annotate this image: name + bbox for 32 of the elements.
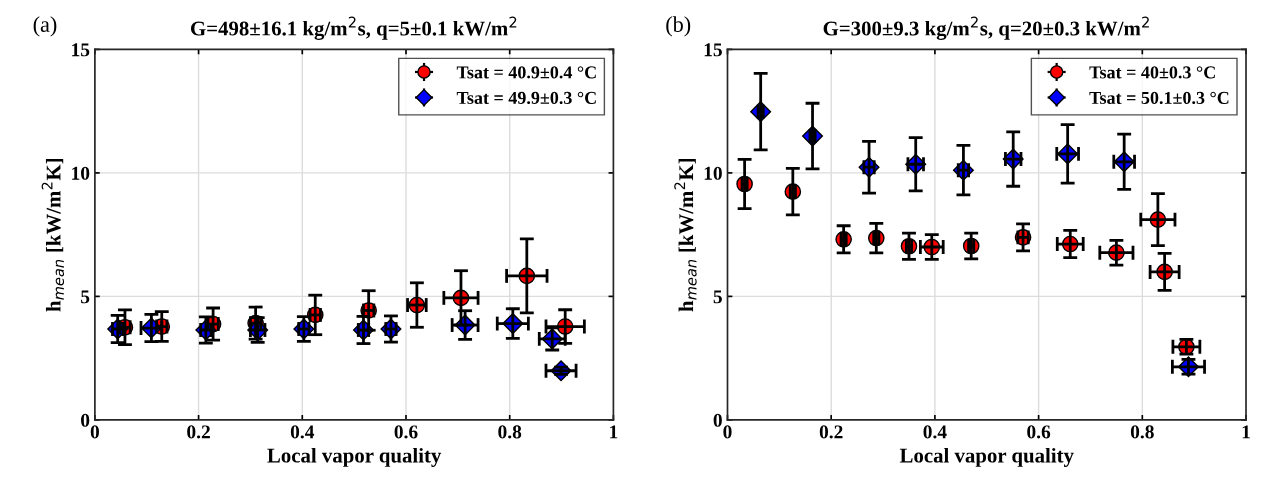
- x-axis-title: Local vapor quality: [267, 447, 442, 467]
- x-tick-label: 0.6: [394, 425, 418, 439]
- y-tick-label: 0: [81, 413, 90, 427]
- x-tick-label: 0.6: [1027, 425, 1051, 439]
- chart-title: G=498±16.1 kg/m$^{2}$s, q=5±0.1 kW/m$^{2}$: [191, 16, 517, 40]
- x-tick-label: 1: [1242, 425, 1250, 439]
- y-tick-label: 5: [81, 290, 90, 304]
- text: (b): [666, 16, 691, 37]
- y-tick-label: 5: [713, 290, 722, 304]
- y-tick-label: 15: [704, 43, 722, 57]
- y-tick-label: 10: [72, 166, 90, 180]
- x-tick-label: 0.2: [819, 425, 843, 439]
- legend-label: Tsat = 50.1±0.3 °C: [1089, 91, 1229, 105]
- y-tick-label: 15: [72, 43, 90, 57]
- x-tick-label: 0: [723, 425, 732, 439]
- y-tick-label: 10: [704, 166, 722, 180]
- y-axis-title: h$_{mean}$ [kW/m$^{2}$K]: [674, 158, 697, 312]
- legend-label: Tsat = 40±0.3 °C: [1089, 66, 1215, 79]
- x-axis-title: Local vapor quality: [899, 447, 1074, 467]
- legend-label: Tsat = 40.9±0.4 °C: [456, 66, 596, 79]
- y-axis-title: h$_{mean}$ [kW/m$^{2}$K]: [41, 158, 65, 312]
- legend-label: Tsat = 49.9±0.3 °C: [456, 91, 596, 105]
- x-tick-label: 0.2: [187, 425, 210, 439]
- x-tick-label: 0: [90, 425, 99, 439]
- x-tick-label: 1: [610, 425, 618, 439]
- x-tick-label: 0.8: [498, 425, 522, 439]
- text: (a): [33, 16, 57, 37]
- chart-title: G=300±9.3 kg/m$^{2}$s, q=20±0.3 kW/m$^{2}$: [823, 16, 1149, 40]
- x-tick-label: 0.4: [290, 425, 315, 439]
- x-tick-label: 0.8: [1130, 425, 1154, 439]
- y-tick-label: 0: [713, 413, 722, 427]
- x-tick-label: 0.4: [923, 425, 947, 439]
